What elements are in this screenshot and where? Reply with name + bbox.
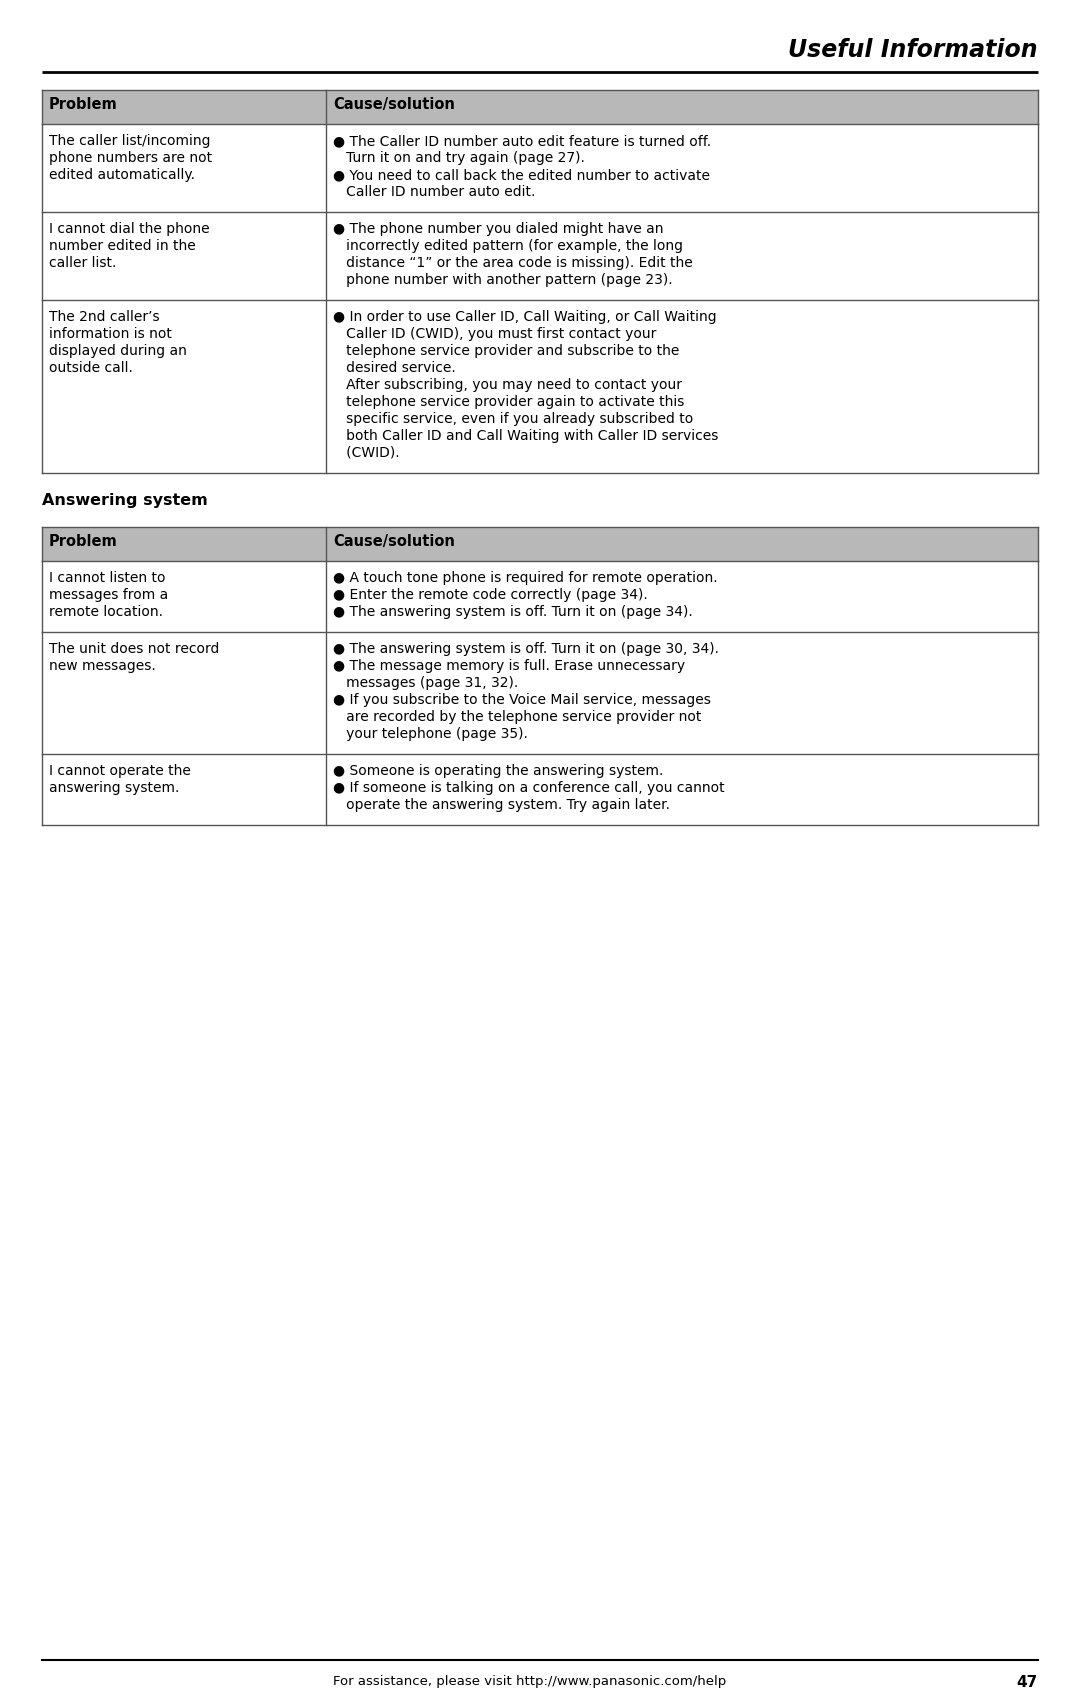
Text: I cannot operate the: I cannot operate the bbox=[49, 764, 191, 777]
Text: telephone service provider and subscribe to the: telephone service provider and subscribe… bbox=[333, 344, 679, 357]
Text: your telephone (page 35).: your telephone (page 35). bbox=[333, 726, 528, 742]
Bar bbox=[42, 633, 1038, 754]
Text: specific service, even if you already subscribed to: specific service, even if you already su… bbox=[333, 412, 693, 425]
Bar bbox=[42, 527, 1038, 561]
Text: messages (page 31, 32).: messages (page 31, 32). bbox=[333, 675, 518, 691]
Text: After subscribing, you may need to contact your: After subscribing, you may need to conta… bbox=[333, 378, 681, 391]
Text: ● A touch tone phone is required for remote operation.: ● A touch tone phone is required for rem… bbox=[333, 572, 717, 585]
Text: ● In order to use Caller ID, Call Waiting, or Call Waiting: ● In order to use Caller ID, Call Waitin… bbox=[333, 310, 716, 323]
Text: ● The message memory is full. Erase unnecessary: ● The message memory is full. Erase unne… bbox=[333, 658, 685, 674]
Text: messages from a: messages from a bbox=[49, 589, 168, 602]
Text: remote location.: remote location. bbox=[49, 606, 163, 619]
Text: operate the answering system. Try again later.: operate the answering system. Try again … bbox=[333, 798, 670, 811]
Text: answering system.: answering system. bbox=[49, 781, 179, 794]
Text: distance “1” or the area code is missing). Edit the: distance “1” or the area code is missing… bbox=[333, 255, 692, 270]
Text: The 2nd caller’s: The 2nd caller’s bbox=[49, 310, 160, 323]
Text: ● You need to call back the edited number to activate: ● You need to call back the edited numbe… bbox=[333, 168, 710, 182]
Text: 47: 47 bbox=[1016, 1675, 1038, 1691]
Text: The unit does not record: The unit does not record bbox=[49, 641, 219, 657]
Text: Cause/solution: Cause/solution bbox=[333, 97, 455, 112]
Bar bbox=[42, 90, 1038, 124]
Text: desired service.: desired service. bbox=[333, 361, 456, 374]
Text: For assistance, please visit http://www.panasonic.com/help: For assistance, please visit http://www.… bbox=[334, 1675, 727, 1687]
Text: information is not: information is not bbox=[49, 327, 172, 340]
Text: new messages.: new messages. bbox=[49, 658, 156, 674]
Text: ● The Caller ID number auto edit feature is turned off.: ● The Caller ID number auto edit feature… bbox=[333, 134, 711, 148]
Text: displayed during an: displayed during an bbox=[49, 344, 187, 357]
Text: phone numbers are not: phone numbers are not bbox=[49, 151, 212, 165]
Text: incorrectly edited pattern (for example, the long: incorrectly edited pattern (for example,… bbox=[333, 240, 683, 253]
Text: I cannot dial the phone: I cannot dial the phone bbox=[49, 223, 210, 236]
Text: phone number with another pattern (page 23).: phone number with another pattern (page … bbox=[333, 272, 673, 287]
Text: telephone service provider again to activate this: telephone service provider again to acti… bbox=[333, 395, 685, 408]
Text: ● The answering system is off. Turn it on (page 34).: ● The answering system is off. Turn it o… bbox=[333, 606, 692, 619]
Text: are recorded by the telephone service provider not: are recorded by the telephone service pr… bbox=[333, 709, 701, 725]
Text: caller list.: caller list. bbox=[49, 255, 117, 270]
Text: ● If someone is talking on a conference call, you cannot: ● If someone is talking on a conference … bbox=[333, 781, 725, 794]
Text: Problem: Problem bbox=[49, 97, 118, 112]
Text: ● Enter the remote code correctly (page 34).: ● Enter the remote code correctly (page … bbox=[333, 589, 648, 602]
Text: number edited in the: number edited in the bbox=[49, 240, 195, 253]
Text: ● If you subscribe to the Voice Mail service, messages: ● If you subscribe to the Voice Mail ser… bbox=[333, 692, 711, 708]
Bar bbox=[42, 299, 1038, 473]
Bar bbox=[42, 124, 1038, 213]
Text: ● Someone is operating the answering system.: ● Someone is operating the answering sys… bbox=[333, 764, 663, 777]
Text: Useful Information: Useful Information bbox=[788, 37, 1038, 61]
Text: ● The answering system is off. Turn it on (page 30, 34).: ● The answering system is off. Turn it o… bbox=[333, 641, 719, 657]
Text: Caller ID number auto edit.: Caller ID number auto edit. bbox=[333, 185, 536, 199]
Text: I cannot listen to: I cannot listen to bbox=[49, 572, 165, 585]
Text: Cause/solution: Cause/solution bbox=[333, 534, 455, 549]
Text: ● The phone number you dialed might have an: ● The phone number you dialed might have… bbox=[333, 223, 663, 236]
Text: The caller list/incoming: The caller list/incoming bbox=[49, 134, 211, 148]
Text: both Caller ID and Call Waiting with Caller ID services: both Caller ID and Call Waiting with Cal… bbox=[333, 429, 718, 442]
Text: Problem: Problem bbox=[49, 534, 118, 549]
Text: Caller ID (CWID), you must first contact your: Caller ID (CWID), you must first contact… bbox=[333, 327, 657, 340]
Bar bbox=[42, 754, 1038, 825]
Bar bbox=[42, 213, 1038, 299]
Text: Turn it on and try again (page 27).: Turn it on and try again (page 27). bbox=[333, 151, 584, 165]
Bar bbox=[42, 561, 1038, 633]
Text: edited automatically.: edited automatically. bbox=[49, 168, 195, 182]
Text: (CWID).: (CWID). bbox=[333, 446, 400, 459]
Text: Answering system: Answering system bbox=[42, 493, 207, 509]
Text: outside call.: outside call. bbox=[49, 361, 133, 374]
